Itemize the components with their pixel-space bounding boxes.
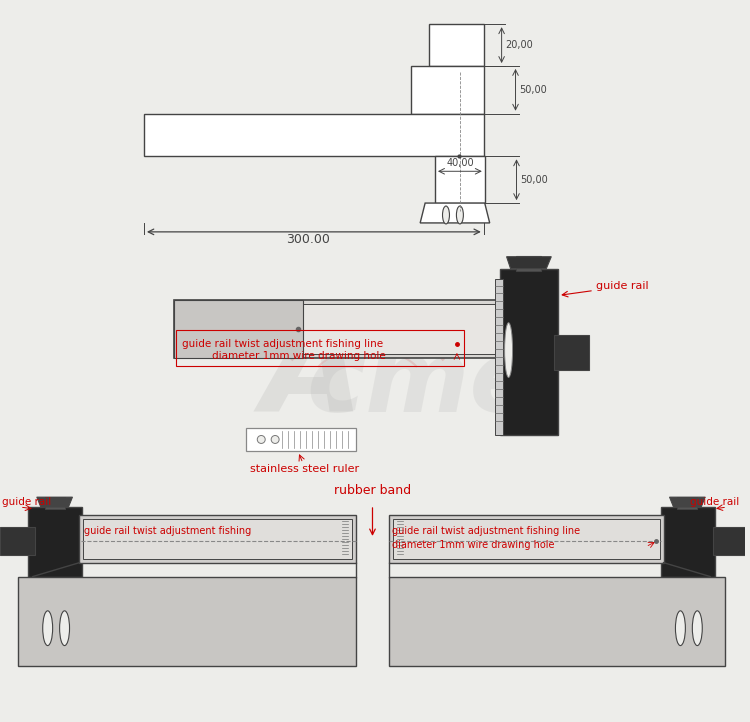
Text: A: A (262, 311, 364, 438)
Polygon shape (420, 203, 490, 223)
Bar (389, 515, 664, 562)
Circle shape (272, 435, 279, 443)
Text: guide rail: guide rail (596, 281, 649, 290)
Circle shape (257, 435, 265, 443)
Bar (0, 527, 34, 554)
Text: 50,00: 50,00 (520, 175, 548, 185)
Polygon shape (506, 257, 551, 269)
Bar (45, 497, 64, 509)
Text: 20,00: 20,00 (506, 40, 533, 50)
Bar (495, 279, 502, 435)
Bar (83, 519, 352, 559)
Bar (174, 300, 303, 358)
Bar (80, 515, 356, 562)
Text: guide rail twist adjustment fishing line: guide rail twist adjustment fishing line (392, 526, 580, 536)
Text: guide rail twist adjustment fishing: guide rail twist adjustment fishing (85, 526, 252, 536)
Bar (435, 157, 484, 203)
Polygon shape (670, 497, 705, 507)
Bar (515, 256, 541, 271)
Text: rubber band: rubber band (334, 484, 411, 497)
Bar (393, 519, 659, 559)
Bar (28, 507, 82, 577)
Text: diameter 1mm wire drawing hole: diameter 1mm wire drawing hole (392, 540, 555, 549)
Bar (144, 113, 484, 157)
Text: 300.00: 300.00 (286, 232, 330, 245)
Ellipse shape (59, 611, 70, 645)
Ellipse shape (442, 206, 449, 224)
Bar (18, 577, 355, 666)
Ellipse shape (457, 206, 464, 224)
Text: guide rail twist adjustment fishing line: guide rail twist adjustment fishing line (182, 339, 383, 349)
Bar (178, 305, 527, 354)
Bar (661, 507, 716, 577)
Bar (176, 330, 464, 366)
Bar (429, 25, 484, 66)
Text: guide rail: guide rail (690, 497, 740, 507)
Ellipse shape (692, 611, 702, 645)
Ellipse shape (505, 323, 512, 378)
Text: stainless steel ruler: stainless steel ruler (251, 464, 359, 474)
Text: 50,00: 50,00 (520, 84, 548, 95)
Bar (174, 300, 532, 358)
Text: 40,00: 40,00 (447, 158, 475, 168)
Bar (246, 427, 356, 451)
Bar (677, 497, 698, 509)
Text: diameter 1mm wire drawing hole: diameter 1mm wire drawing hole (211, 351, 386, 361)
Text: guide rail: guide rail (2, 497, 51, 507)
Bar (713, 527, 748, 554)
Text: cme: cme (307, 336, 538, 433)
Ellipse shape (676, 611, 686, 645)
Bar (389, 577, 725, 666)
Polygon shape (37, 497, 73, 507)
Bar (500, 269, 558, 435)
Ellipse shape (43, 611, 52, 645)
Bar (411, 66, 484, 113)
Bar (554, 335, 589, 370)
